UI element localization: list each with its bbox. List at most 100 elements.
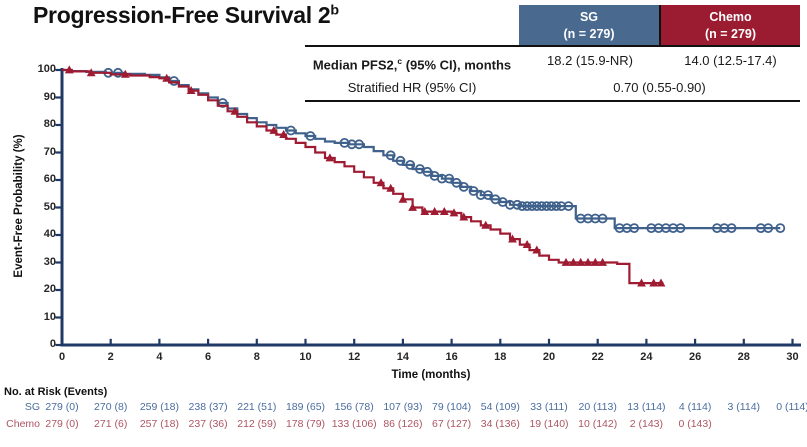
chemo-censor-mark: [598, 257, 607, 266]
stats-header-chemo-name: Chemo: [709, 9, 752, 24]
x-tick-label: 8: [253, 351, 260, 363]
sg-censor-mark: [763, 223, 774, 234]
y-tick-label: 90: [43, 90, 56, 103]
stats-row-hr-label: Stratified HR (95% CI): [347, 80, 477, 95]
chemo-censor-mark: [649, 278, 659, 287]
x-tick-label: 2: [107, 351, 114, 363]
chemo-censor-mark: [162, 73, 172, 82]
x-tick-label: 30: [786, 351, 799, 363]
sg-censor-marks: [103, 67, 786, 234]
chemo-censor-mark: [449, 208, 459, 217]
risk-value: 79 (104): [432, 401, 472, 413]
x-tick-label: 6: [205, 351, 212, 363]
risk-value: 156 (78): [334, 401, 374, 413]
chemo-censor-mark: [656, 278, 666, 287]
risk-value: 178 (79): [285, 418, 326, 430]
chemo-censor-mark: [408, 202, 417, 211]
risk-value: 19 (140): [529, 418, 569, 430]
sg-censor-mark: [354, 139, 365, 150]
chemo-censor-mark: [590, 257, 600, 266]
chemo-censor-mark: [376, 178, 386, 187]
median-label-pre: Median PFS2,: [312, 57, 398, 73]
y-tick-label: 0: [49, 338, 56, 350]
sg-censor-mark: [113, 67, 123, 78]
sg-curve: [62, 68, 781, 230]
chemo-censor-mark: [481, 220, 491, 229]
risk-value: 3 (114): [727, 401, 761, 413]
x-tick-label: 20: [542, 351, 556, 363]
x-tick-label: 22: [591, 351, 604, 363]
sg-censor-mark: [527, 201, 537, 212]
sg-censor-mark: [517, 201, 528, 212]
risk-value: 0 (114): [776, 401, 807, 413]
x-tick-label: 24: [640, 351, 653, 363]
chemo-censor-mark: [522, 240, 532, 248]
chemo-censor-mark: [64, 65, 74, 74]
stats-median-sg-value: 18.2 (15.9-NR): [547, 53, 633, 68]
x-tick-label: 10: [299, 351, 312, 363]
page-title-superscript: b: [330, 2, 339, 19]
stats-table-bottom-rule: [305, 100, 800, 103]
sg-censor-mark: [451, 177, 462, 188]
x-tick-label: 18: [494, 351, 507, 363]
sg-censor-mark: [629, 223, 640, 234]
chemo-censor-mark: [637, 278, 646, 287]
x-tick-label: 4: [156, 351, 163, 363]
sg-censor-mark: [531, 201, 542, 212]
stats-header-sg: SG (n = 279): [519, 5, 659, 46]
y-tick-label: 30: [43, 255, 56, 268]
sg-censor-mark: [726, 223, 737, 234]
sg-censor-mark: [675, 223, 686, 234]
sg-censor-mark: [305, 131, 316, 141]
y-tick-label: 20: [43, 283, 56, 295]
risk-row-label-chemo: Chemo: [6, 418, 40, 430]
sg-censor-mark: [597, 213, 608, 224]
sg-censor-mark: [536, 201, 547, 212]
y-tick-label: 80: [43, 118, 56, 130]
sg-censor-mark: [385, 150, 396, 161]
sg-censor-mark: [563, 201, 574, 212]
risk-value: 34 (136): [480, 418, 520, 430]
risk-value: 133 (106): [331, 418, 377, 430]
risk-value: 54 (109): [480, 401, 520, 413]
risk-value: 4 (114): [678, 401, 712, 413]
page-title: Progression-Free Survival 2b: [33, 2, 339, 29]
chemo-censor-mark: [120, 69, 130, 78]
x-tick-label: 16: [445, 351, 458, 363]
risk-value: 20 (113): [578, 401, 617, 413]
sg-censor-mark: [422, 166, 433, 177]
sg-censor-mark: [546, 201, 557, 212]
y-tick-label: 60: [43, 173, 56, 185]
chemo-censor-mark: [583, 257, 593, 266]
median-label-sup: c: [397, 56, 403, 66]
x-tick-label: 26: [688, 351, 702, 363]
stats-hr-combined-value: 0.70 (0.55-0.90): [613, 80, 706, 95]
y-tick-label: 100: [37, 63, 56, 75]
chemo-censor-mark: [269, 125, 279, 134]
chemo-censor-mark: [508, 234, 517, 243]
page-title-text: Progression-Free Survival 2: [33, 2, 331, 28]
risk-value: 221 (51): [237, 401, 277, 413]
chemo-censor-mark: [576, 257, 586, 266]
risk-value: 279 (0): [45, 418, 79, 430]
y-tick-label: 50: [43, 200, 56, 213]
sg-censor-mark: [775, 223, 786, 234]
stats-header-divider: [659, 5, 661, 46]
risk-value: 33 (111): [530, 401, 568, 413]
chemo-censor-marks: [64, 65, 666, 287]
risk-value: 237 (36): [188, 418, 228, 430]
chemo-censor-mark: [439, 207, 449, 215]
stats-header-chemo-n: (n = 279): [704, 26, 757, 41]
sg-censor-mark: [405, 159, 416, 170]
chemo-curve: [62, 68, 664, 285]
chemo-censor-mark: [325, 153, 335, 162]
stats-table-top-rule: [305, 45, 800, 48]
chemo-censor-mark: [569, 257, 578, 266]
risk-value: 238 (37): [188, 401, 228, 413]
chemo-censor-mark: [398, 194, 408, 203]
stats-header-sg-n: (n = 279): [563, 26, 615, 41]
stats-row-median-label: Median PFS2,c (95% CI), months: [305, 51, 519, 73]
stats-header-sg-name: SG: [579, 9, 599, 24]
